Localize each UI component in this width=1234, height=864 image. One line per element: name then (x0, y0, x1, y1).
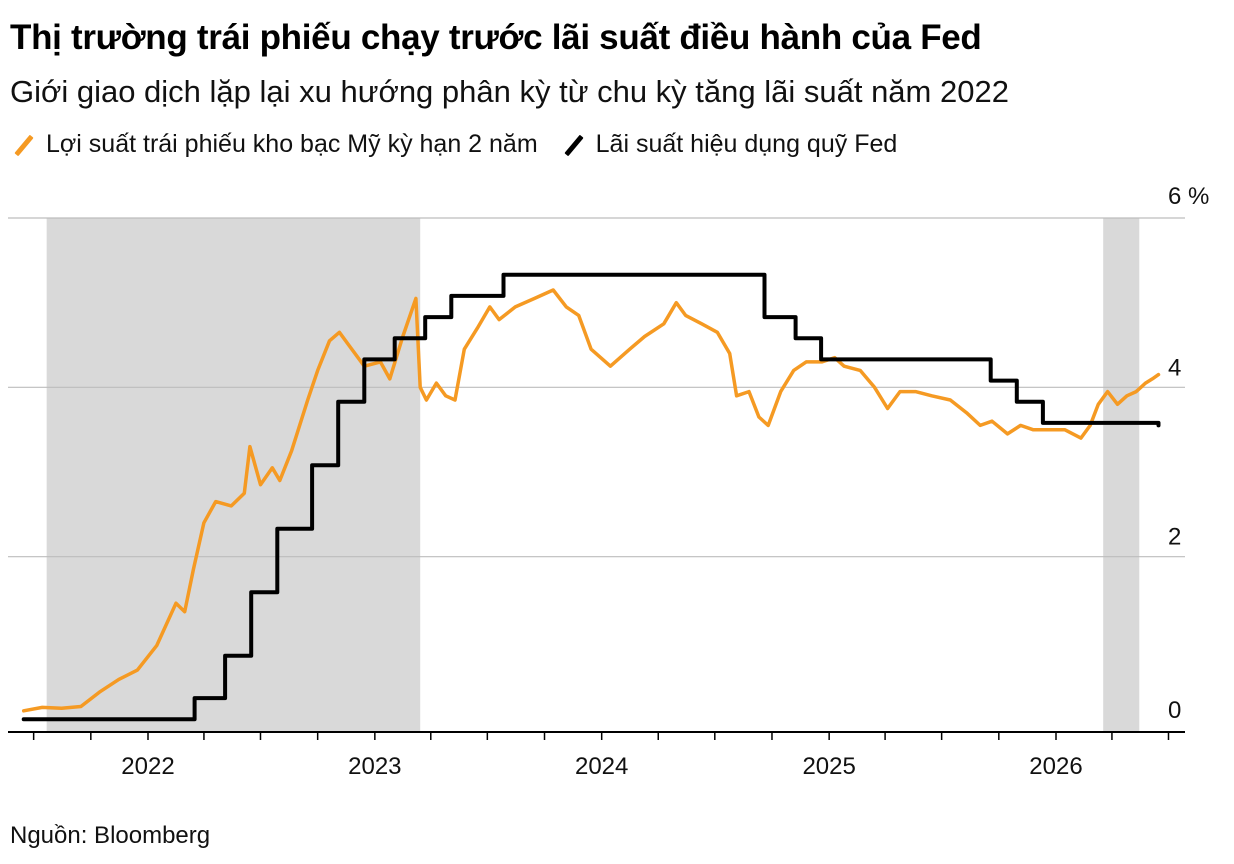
shaded-period-1 (1103, 218, 1140, 732)
chart-title: Thị trường trái phiếu chạy trước lãi suấ… (10, 18, 982, 57)
x-tick-label-2026: 2026 (1029, 753, 1082, 780)
legend: Lợi suất trái phiếu kho bạc Mỹ kỳ hạn 2 … (10, 130, 919, 159)
x-tick-label-2022: 2022 (121, 753, 174, 780)
y-tick-label-1: 4 (1168, 354, 1181, 381)
shaded-period-0 (46, 218, 421, 732)
y-tick-label-3: 0 (1168, 697, 1181, 724)
source-note: Nguồn: Bloomberg (10, 822, 211, 849)
x-tick-label-2023: 2023 (348, 753, 401, 780)
y-tick-label-0: 6 % (1168, 183, 1209, 210)
legend-item-2y-yield: Lợi suất trái phiếu kho bạc Mỹ kỳ hạn 2 … (10, 130, 538, 159)
chart-subtitle: Giới giao dịch lặp lại xu hướng phân kỳ … (10, 74, 1009, 109)
legend-label-2y-yield: Lợi suất trái phiếu kho bạc Mỹ kỳ hạn 2 … (46, 130, 538, 158)
legend-label-fed-funds: Lãi suất hiệu dụng quỹ Fed (595, 130, 898, 158)
x-tick-label-2025: 2025 (802, 753, 855, 780)
y-tick-label-2: 2 (1168, 524, 1181, 551)
legend-item-fed-funds: Lãi suất hiệu dụng quỹ Fed (560, 130, 898, 159)
x-tick-label-2024: 2024 (575, 753, 628, 780)
series-line-fed-funds (21, 272, 1161, 722)
series-line-2y-yield (21, 288, 1161, 713)
